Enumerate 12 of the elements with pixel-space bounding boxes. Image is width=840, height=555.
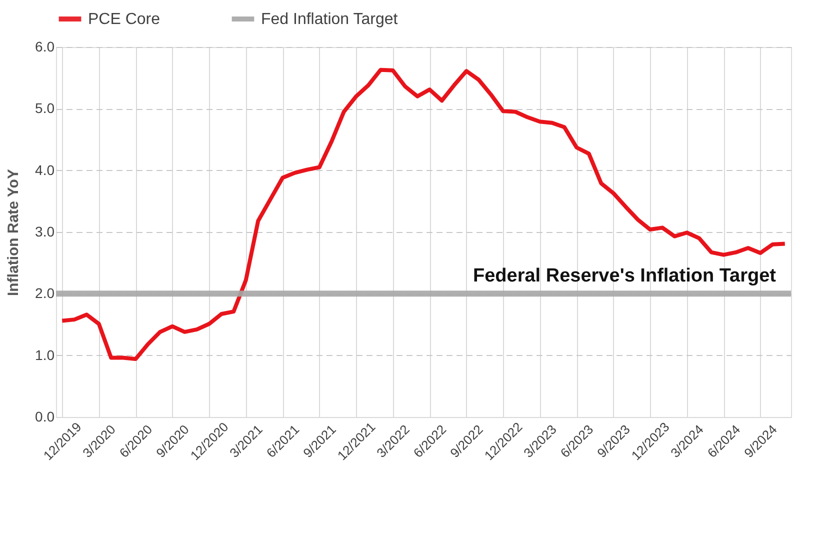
y-tick-label: 4.0 — [35, 162, 55, 178]
y-tick-label: 6.0 — [35, 38, 55, 54]
legend-label: PCE Core — [88, 11, 160, 28]
y-tick-label: 1.0 — [35, 346, 55, 363]
y-tick-label: 3.0 — [35, 224, 55, 240]
legend-label: Fed Inflation Target — [261, 11, 398, 28]
line-series — [60, 68, 787, 362]
y-tick-label: 5.0 — [35, 100, 55, 116]
y-tick-label: 2.0 — [35, 285, 55, 302]
y-tick-label: 0.0 — [35, 408, 55, 424]
annotation: Federal Reserve's Inflation Target — [473, 266, 777, 287]
y-axis-title: Inflation Rate YoY — [5, 169, 22, 296]
